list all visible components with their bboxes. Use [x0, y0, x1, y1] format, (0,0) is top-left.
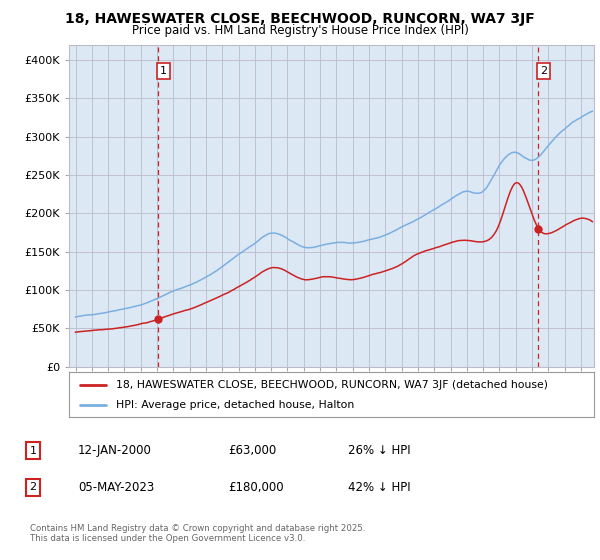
Text: 2: 2 [540, 66, 547, 76]
Text: 18, HAWESWATER CLOSE, BEECHWOOD, RUNCORN, WA7 3JF (detached house): 18, HAWESWATER CLOSE, BEECHWOOD, RUNCORN… [116, 380, 548, 390]
Text: 42% ↓ HPI: 42% ↓ HPI [348, 480, 410, 494]
Text: 1: 1 [160, 66, 167, 76]
Text: £63,000: £63,000 [228, 444, 276, 458]
Text: 2: 2 [29, 482, 37, 492]
Text: Contains HM Land Registry data © Crown copyright and database right 2025.
This d: Contains HM Land Registry data © Crown c… [30, 524, 365, 543]
Text: 18, HAWESWATER CLOSE, BEECHWOOD, RUNCORN, WA7 3JF: 18, HAWESWATER CLOSE, BEECHWOOD, RUNCORN… [65, 12, 535, 26]
Text: £180,000: £180,000 [228, 480, 284, 494]
Text: Price paid vs. HM Land Registry's House Price Index (HPI): Price paid vs. HM Land Registry's House … [131, 24, 469, 36]
Text: 26% ↓ HPI: 26% ↓ HPI [348, 444, 410, 458]
Text: HPI: Average price, detached house, Halton: HPI: Average price, detached house, Halt… [116, 400, 355, 410]
Text: 05-MAY-2023: 05-MAY-2023 [78, 480, 154, 494]
Text: 1: 1 [29, 446, 37, 456]
Text: 12-JAN-2000: 12-JAN-2000 [78, 444, 152, 458]
